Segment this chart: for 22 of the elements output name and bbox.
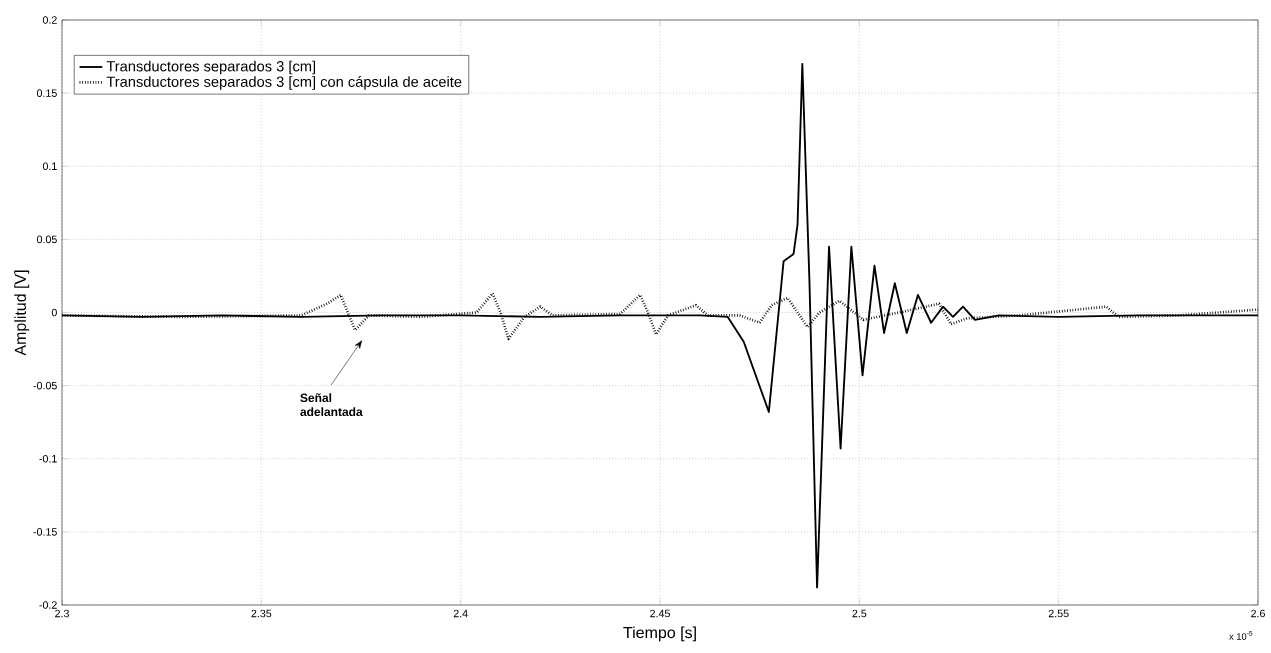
x-tick-label: 2.4 <box>453 609 468 618</box>
y-tick-label: 0.2 <box>42 16 57 24</box>
y-axis-title: Amplitud [V] <box>14 270 30 356</box>
x-tick-label: 2.35 <box>251 609 272 618</box>
x-tick-label: 2.5 <box>852 609 867 618</box>
x-tick-label: 2.3 <box>55 609 69 618</box>
annotation: Señal adelantada <box>300 393 363 417</box>
x-tick-label: 2.45 <box>650 609 670 618</box>
y-tick-label: -0.1 <box>39 454 57 463</box>
x-tick-label: 2.55 <box>1048 609 1069 618</box>
y-tick-label: 0.15 <box>36 89 57 97</box>
legend-label: Transductores separados 3 [cm] <box>106 60 316 75</box>
y-tick-label: -0.15 <box>33 528 57 536</box>
x-tick-label: 2.6 <box>1251 609 1265 618</box>
text: x 10$^{-5}$ <box>1229 631 1253 640</box>
y-tick-label: 0.05 <box>36 235 57 244</box>
y-tick-label: 0.1 <box>42 162 57 171</box>
legend-label: Transductores separados 3 [cm] con cápsula de aceite <box>106 76 462 90</box>
y-tick-label: 0 <box>51 308 57 317</box>
x-axis-title: Tiempo [s] <box>623 626 696 642</box>
y-tick-label: -0.05 <box>33 381 57 390</box>
y-tick-label: -0.2 <box>39 601 57 609</box>
